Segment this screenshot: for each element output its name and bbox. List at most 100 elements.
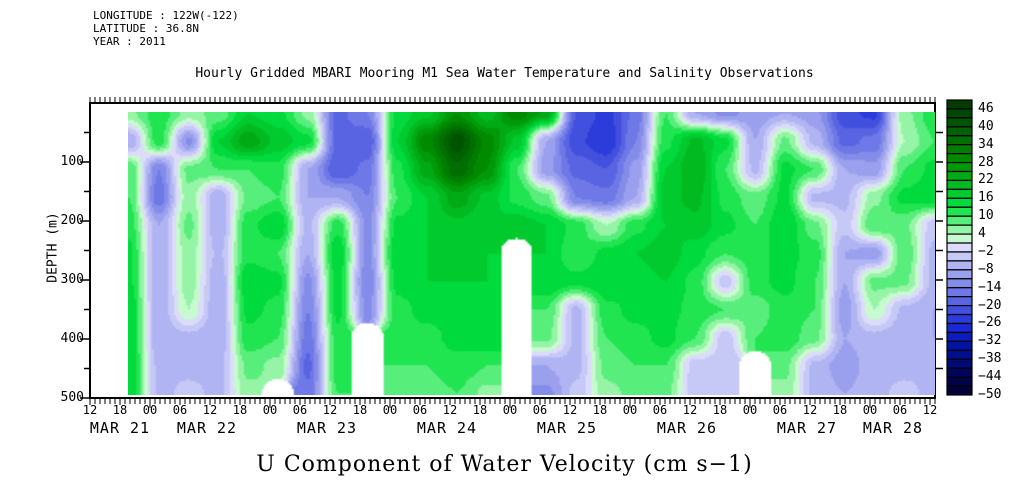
x-hour-label: 12 [802, 403, 818, 417]
x-hour-label: 00 [742, 403, 758, 417]
x-hour-label: 18 [472, 403, 488, 417]
x-hour-label: 12 [82, 403, 98, 417]
plot-frame [89, 102, 936, 399]
y-depth-label: 100 [60, 154, 84, 169]
colorbar-tick-label: 22 [978, 172, 994, 188]
colorbar-tick-label: 46 [978, 100, 994, 116]
colorbar-tick-label: 10 [978, 208, 994, 224]
colorbar-segment [946, 287, 973, 298]
x-hour-label: 00 [382, 403, 398, 417]
colorbar-tick-label: −44 [978, 369, 1002, 385]
colorbar-segment [946, 260, 973, 271]
colorbar-segment [946, 358, 973, 369]
x-hour-label: 00 [502, 403, 518, 417]
x-hour-label: 12 [202, 403, 218, 417]
x-hour-label: 00 [142, 403, 158, 417]
colorbar-segment [946, 161, 973, 173]
colorbar-tick-label: 28 [978, 154, 994, 170]
colorbar-tick-label: 40 [978, 118, 994, 134]
x-hour-label: 00 [862, 403, 878, 417]
heatmap-canvas [128, 112, 935, 395]
colorbar-tick-label: 16 [978, 190, 994, 206]
year-label: YEAR : 2011 [93, 35, 166, 48]
colorbar-segment [946, 153, 973, 164]
x-date-label: MAR 21 [89, 419, 151, 437]
colorbar-tick-label: −50 [978, 387, 1002, 402]
colorbar-segment [946, 367, 973, 378]
x-date-label: MAR 22 [176, 419, 238, 437]
x-hour-label: 06 [772, 403, 788, 417]
colorbar-segment [946, 179, 973, 190]
x-hour-label: 06 [652, 403, 668, 417]
x-hour-label: 00 [622, 403, 638, 417]
x-hour-label: 12 [682, 403, 698, 417]
colorbar-segment [946, 215, 973, 226]
y-depth-label: 400 [60, 331, 84, 346]
colorbar-segment [946, 305, 973, 316]
colorbar-segment [946, 376, 973, 387]
colorbar-tick-label: −32 [978, 333, 1002, 349]
colorbar-segment [946, 349, 973, 360]
colorbar-tick-label: −2 [978, 243, 994, 259]
x-date-label: MAR 25 [536, 419, 598, 437]
x-hour-label: 12 [322, 403, 338, 417]
y-depth-label: 300 [60, 272, 84, 287]
x-date-label: MAR 28 [862, 419, 924, 437]
colorbar-segment [946, 188, 973, 199]
colorbar-segment [946, 322, 973, 334]
longitude-label: LONGITUDE : 122W(-122) [93, 9, 239, 22]
colorbar-segment [946, 224, 973, 235]
colorbar-segment [946, 331, 973, 342]
chart-title: Hourly Gridded MBARI Mooring M1 Sea Wate… [195, 66, 814, 81]
colorbar-segment [946, 206, 973, 217]
x-hour-label: 18 [112, 403, 128, 417]
colorbar-segment [946, 296, 973, 307]
colorbar-tick-label: −26 [978, 315, 1002, 331]
x-hour-label: 12 [922, 403, 938, 417]
latitude-label: LATITUDE : 36.8N [93, 22, 199, 35]
colorbar-segment [946, 197, 973, 208]
colorbar-segment [946, 251, 973, 262]
colorbar-tick-label: −14 [978, 279, 1002, 295]
x-hour-label: 18 [592, 403, 608, 417]
x-hour-label: 06 [292, 403, 308, 417]
y-depth-label: 200 [60, 213, 84, 228]
colorbar-segment [946, 340, 973, 351]
colorbar-tick-label: 34 [978, 136, 994, 152]
colorbar-segment [946, 99, 973, 110]
colorbar-segment [946, 170, 973, 182]
x-hour-label: 12 [562, 403, 578, 417]
colorbar-tick-label: −38 [978, 351, 1002, 367]
x-date-label: MAR 23 [296, 419, 358, 437]
x-hour-label: 18 [712, 403, 728, 417]
metadata-block: LONGITUDE : 122W(-122) LATITUDE : 36.8N YE… [93, 9, 239, 48]
chart-caption: U Component of Water Velocity (cm s−1) [256, 452, 753, 477]
colorbar-tick-label: −8 [978, 261, 994, 277]
colorbar-segment [946, 313, 973, 325]
x-hour-label: 00 [262, 403, 278, 417]
x-hour-label: 06 [892, 403, 908, 417]
colorbar-segment [946, 126, 973, 137]
colorbar-segment [946, 385, 973, 396]
x-hour-label: 18 [232, 403, 248, 417]
x-date-label: MAR 26 [656, 419, 718, 437]
colorbar-segment [946, 242, 973, 253]
x-date-label: MAR 27 [776, 419, 838, 437]
y-depth-label: 500 [60, 390, 84, 405]
colorbar-segment [946, 144, 973, 155]
x-hour-label: 06 [172, 403, 188, 417]
x-hour-label: 18 [832, 403, 848, 417]
colorbar-tick-label: −20 [978, 297, 1002, 313]
x-hour-label: 06 [412, 403, 428, 417]
x-hour-label: 06 [532, 403, 548, 417]
x-hour-label: 18 [352, 403, 368, 417]
colorbar-segment [946, 117, 973, 128]
colorbar-segment [946, 135, 973, 146]
colorbar-segment [946, 233, 973, 244]
colorbar-tick-label: 4 [978, 226, 986, 242]
colorbar-segment [946, 269, 973, 280]
x-date-label: MAR 24 [416, 419, 478, 437]
colorbar-segment [946, 278, 973, 289]
